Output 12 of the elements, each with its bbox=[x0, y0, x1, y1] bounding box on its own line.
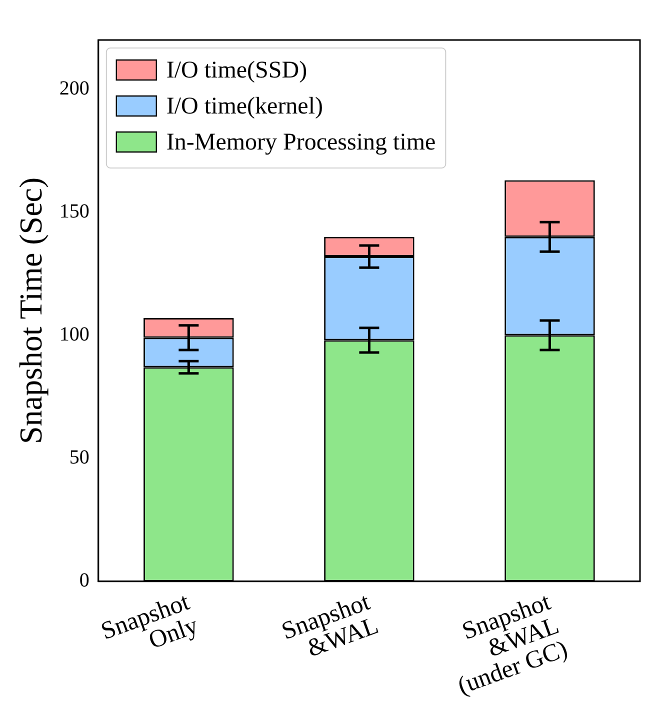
y-tick-label: 0 bbox=[79, 570, 90, 592]
y-tick-label: 100 bbox=[59, 324, 90, 346]
y-tick-label: 200 bbox=[59, 77, 90, 100]
legend-label: I/O time(SSD) bbox=[166, 57, 308, 84]
y-tick-label: 50 bbox=[69, 446, 90, 469]
legend-label: I/O time(kernel) bbox=[166, 93, 324, 120]
y-tick-label: 150 bbox=[59, 200, 90, 222]
x-tick-label: Snapshot Only bbox=[98, 588, 202, 654]
legend-label: In-Memory Processing time bbox=[166, 129, 436, 156]
x-tick-label: Snapshot &WAL (under GC) bbox=[454, 588, 572, 700]
x-tick-label: Snapshot &WAL bbox=[278, 588, 382, 663]
y-axis-title: Snapshot Time (Sec) bbox=[12, 177, 49, 444]
